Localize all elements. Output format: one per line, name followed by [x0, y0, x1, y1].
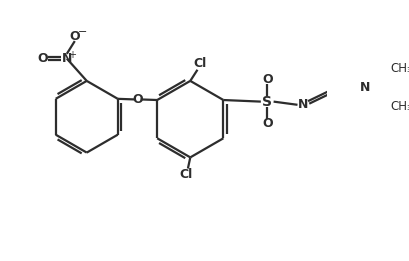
Text: N: N	[61, 52, 72, 65]
Text: N: N	[297, 98, 308, 111]
Text: Cl: Cl	[179, 168, 193, 181]
Text: CH₃: CH₃	[390, 100, 409, 113]
Text: −: −	[78, 27, 87, 37]
Text: O: O	[69, 30, 80, 43]
Text: Cl: Cl	[193, 57, 206, 70]
Text: O: O	[132, 93, 142, 106]
Text: O: O	[38, 52, 48, 65]
Text: CH₃: CH₃	[390, 62, 409, 75]
Text: O: O	[261, 73, 272, 86]
Text: S: S	[262, 95, 272, 109]
Text: N: N	[359, 81, 369, 94]
Text: O: O	[261, 117, 272, 130]
Text: +: +	[68, 50, 76, 60]
